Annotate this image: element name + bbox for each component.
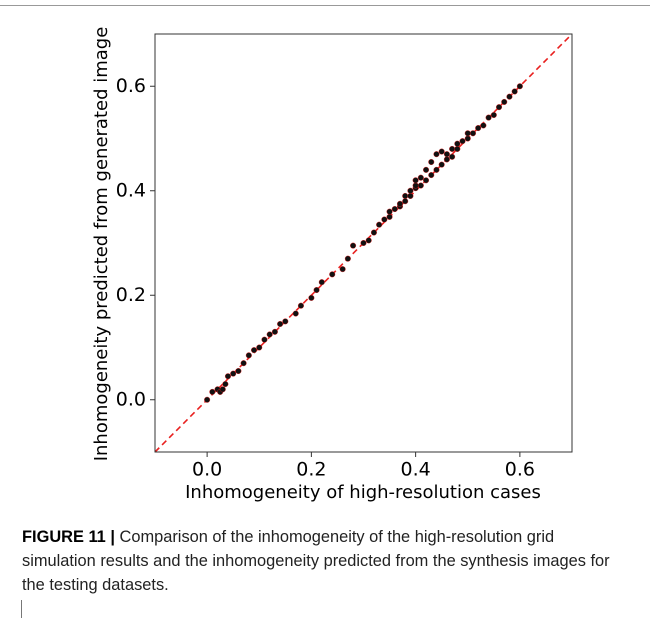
scatter-point bbox=[433, 151, 440, 158]
scatter-point bbox=[386, 213, 393, 220]
scatter-point bbox=[417, 174, 424, 181]
scatter-point bbox=[391, 206, 398, 213]
scatter-point bbox=[222, 381, 229, 388]
scatter-point bbox=[454, 145, 461, 152]
scatter-point bbox=[485, 114, 492, 121]
top-rule bbox=[0, 5, 650, 6]
scatter-point bbox=[501, 98, 508, 105]
scatter-point bbox=[344, 255, 351, 262]
caption-label: FIGURE 11 | bbox=[22, 528, 115, 546]
scatter-point bbox=[417, 182, 424, 189]
scatter-point bbox=[428, 172, 435, 179]
scatter-point bbox=[365, 237, 372, 244]
scatter-point bbox=[381, 216, 388, 223]
scatter-point bbox=[506, 93, 513, 100]
scatter-point bbox=[240, 360, 247, 367]
scatter-point bbox=[428, 159, 435, 166]
x-tick-label: 0.0 bbox=[192, 459, 222, 481]
scatter-point bbox=[407, 192, 414, 199]
scatter-point bbox=[443, 151, 450, 158]
scatter-point bbox=[256, 344, 263, 351]
scatter-point bbox=[475, 125, 482, 132]
scatter-point bbox=[376, 221, 383, 228]
scatter-point bbox=[412, 182, 419, 189]
scatter-point bbox=[271, 328, 278, 335]
y-tick-label: 0.4 bbox=[116, 179, 146, 201]
scatter-point bbox=[433, 166, 440, 173]
scatter-point bbox=[277, 320, 284, 327]
y-tick-label: 0.0 bbox=[116, 388, 146, 410]
figure-caption: FIGURE 11 | Comparison of the inhomogene… bbox=[22, 525, 622, 597]
scatter-point bbox=[219, 386, 226, 393]
side-rule bbox=[21, 600, 22, 618]
scatter-point bbox=[251, 347, 258, 354]
scatter-point bbox=[313, 287, 320, 294]
y-tick-label: 0.2 bbox=[116, 284, 146, 306]
scatter-point bbox=[292, 310, 299, 317]
scatter-point bbox=[412, 177, 419, 184]
scatter-point bbox=[480, 122, 487, 129]
scatter-point bbox=[235, 368, 242, 375]
scatter-point bbox=[209, 388, 216, 395]
y-axis-label: Inhomogeneity predicted from generated i… bbox=[91, 27, 112, 462]
scatter-point bbox=[396, 200, 403, 207]
scatter-point bbox=[469, 130, 476, 137]
scatter-point bbox=[516, 83, 523, 90]
scatter-point bbox=[459, 138, 466, 145]
scatter-point bbox=[245, 352, 252, 359]
scatter-point bbox=[449, 145, 456, 152]
scatter-point bbox=[308, 294, 315, 301]
scatter-point bbox=[282, 318, 289, 325]
scatter-point bbox=[318, 279, 325, 286]
scatter-point bbox=[443, 156, 450, 163]
scatter-point bbox=[449, 153, 456, 160]
scatter-point bbox=[261, 336, 268, 343]
scatter-point bbox=[297, 302, 304, 309]
scatter-point bbox=[266, 331, 273, 338]
scatter-point bbox=[464, 135, 471, 142]
plot-frame bbox=[154, 33, 573, 453]
scatter-point bbox=[496, 104, 503, 111]
scatter-point bbox=[454, 140, 461, 147]
scatter-point bbox=[464, 130, 471, 137]
scatter-point bbox=[339, 266, 346, 273]
scatter-point bbox=[423, 177, 430, 184]
x-tick-label: 0.6 bbox=[505, 459, 535, 481]
scatter-point bbox=[423, 166, 430, 173]
scatter-point bbox=[402, 192, 409, 199]
scatter-point bbox=[407, 187, 414, 194]
scatter-point bbox=[402, 198, 409, 205]
caption-text: Comparison of the inhomogeneity of the h… bbox=[22, 528, 610, 594]
scatter-point bbox=[490, 111, 497, 118]
scatter-point bbox=[350, 242, 357, 249]
scatter-point bbox=[329, 271, 336, 278]
chart: Inhomogeneity of high-resolution cases I… bbox=[91, 27, 573, 503]
scatter-point bbox=[370, 229, 377, 236]
scatter-point bbox=[438, 161, 445, 168]
scatter-point bbox=[360, 239, 367, 246]
scatter-point bbox=[230, 370, 237, 377]
x-tick-label: 0.2 bbox=[296, 459, 326, 481]
x-axis-label: Inhomogeneity of high-resolution cases bbox=[185, 482, 541, 503]
scatter-point bbox=[204, 396, 211, 403]
x-tick-label: 0.4 bbox=[401, 459, 431, 481]
scatter-point bbox=[224, 373, 231, 380]
scatter-point bbox=[511, 88, 518, 95]
y-tick-label: 0.6 bbox=[116, 75, 146, 97]
scatter-point bbox=[438, 148, 445, 155]
scatter-point bbox=[386, 208, 393, 215]
